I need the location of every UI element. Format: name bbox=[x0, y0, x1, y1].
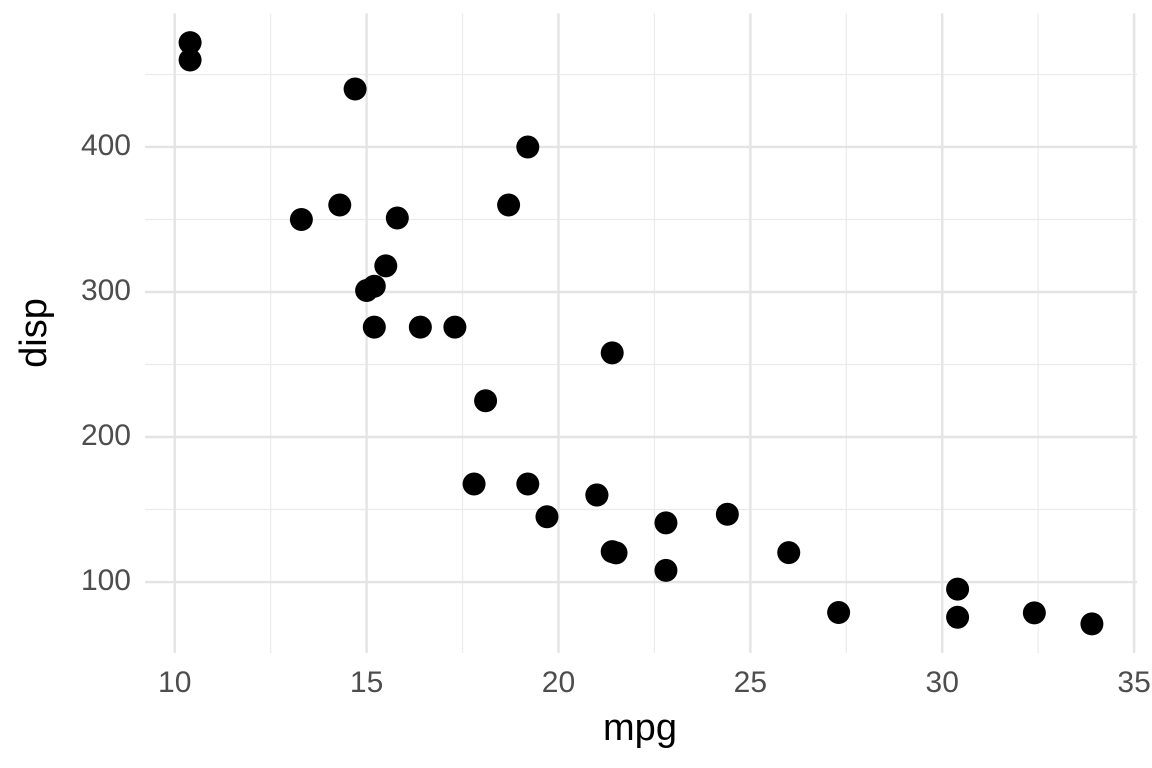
point bbox=[408, 315, 432, 339]
point bbox=[600, 341, 624, 365]
point bbox=[497, 193, 521, 217]
point bbox=[328, 193, 352, 217]
point bbox=[600, 540, 624, 564]
x-tick-label: 10 bbox=[158, 666, 191, 699]
point bbox=[585, 483, 609, 507]
y-axis-title: disp bbox=[13, 298, 55, 368]
point bbox=[362, 315, 386, 339]
point bbox=[178, 48, 202, 72]
point bbox=[385, 206, 409, 230]
point bbox=[178, 31, 202, 55]
point bbox=[374, 254, 398, 278]
point bbox=[474, 389, 498, 413]
point bbox=[443, 315, 467, 339]
x-tick-label: 15 bbox=[350, 666, 383, 699]
point bbox=[654, 558, 678, 582]
y-tick-label: 400 bbox=[81, 129, 131, 162]
point bbox=[1080, 612, 1104, 636]
point bbox=[289, 207, 313, 231]
point bbox=[535, 505, 559, 529]
x-tick-label: 30 bbox=[926, 666, 959, 699]
y-tick-label: 300 bbox=[81, 274, 131, 307]
point bbox=[343, 77, 367, 101]
point bbox=[946, 577, 970, 601]
point bbox=[516, 135, 540, 159]
point bbox=[462, 472, 486, 496]
point bbox=[516, 472, 540, 496]
point bbox=[827, 600, 851, 624]
y-tick-label: 200 bbox=[81, 419, 131, 452]
point bbox=[715, 502, 739, 526]
x-tick-label: 35 bbox=[1117, 666, 1150, 699]
point bbox=[777, 541, 801, 565]
point bbox=[355, 279, 379, 303]
point bbox=[946, 605, 970, 629]
x-axis-title: mpg bbox=[603, 707, 677, 749]
point bbox=[1022, 601, 1046, 625]
y-tick-label: 100 bbox=[81, 564, 131, 597]
x-tick-label: 20 bbox=[542, 666, 575, 699]
point bbox=[654, 511, 678, 535]
x-tick-label: 25 bbox=[734, 666, 767, 699]
